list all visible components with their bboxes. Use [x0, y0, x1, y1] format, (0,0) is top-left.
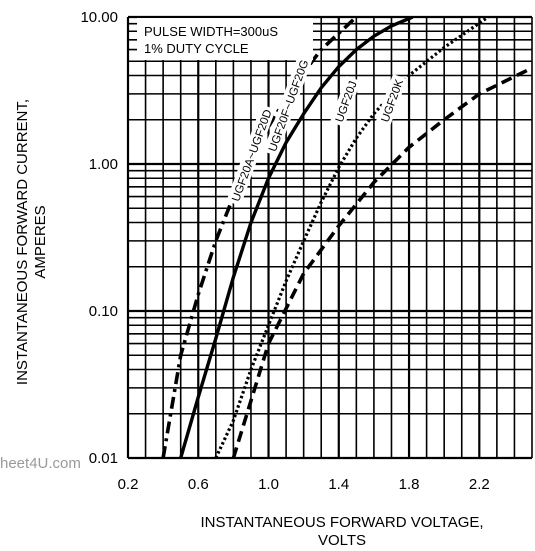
y-tick-label: 10.00 — [80, 9, 118, 26]
tick-labels: 0.2 0.6 1.0 1.4 1.8 2.2 0.01 0.10 1.00 10.00 — [80, 9, 489, 493]
series-label-background — [226, 104, 276, 207]
x-axis-title-line-2: VOLTS — [318, 532, 366, 549]
series-label-background — [263, 54, 313, 157]
y-tick-label: 1.00 — [89, 156, 118, 173]
annotation-line-2: 1% DUTY CYCLE — [144, 41, 249, 56]
curves — [161, 17, 532, 458]
x-axis-title-line-1: INSTANTANEOUS FORWARD VOLTAGE, — [200, 514, 483, 531]
annotation-line-1: PULSE WIDTH=300uS — [144, 24, 278, 39]
curve-ugf20j — [214, 17, 490, 458]
y-tick-label: 0.01 — [89, 450, 118, 467]
curve-ugf20k — [231, 66, 532, 458]
series-label-group: UGF20K — [375, 73, 408, 127]
series-label-background — [375, 73, 408, 127]
x-tick-label: 1.0 — [258, 476, 279, 493]
y-tick-label: 0.10 — [89, 303, 118, 320]
x-tick-label: 1.8 — [399, 476, 420, 493]
x-tick-label: 0.2 — [118, 476, 139, 493]
y-axis-title-line-1: INSTANTANEOUS FORWARD CURRENT, — [14, 99, 31, 385]
y-axis-title-line-2: AMPERES — [32, 205, 49, 278]
annotation-box — [137, 18, 313, 60]
curve-ugf20f-ugf20g — [179, 17, 414, 458]
watermark-text: heet4U.com — [0, 455, 81, 472]
x-tick-label: 0.6 — [188, 476, 209, 493]
series-label-background — [329, 75, 361, 127]
x-tick-label: 1.4 — [328, 476, 349, 493]
curve-ugf20a-ugf20d — [161, 17, 358, 458]
x-tick-label: 2.2 — [469, 476, 490, 493]
